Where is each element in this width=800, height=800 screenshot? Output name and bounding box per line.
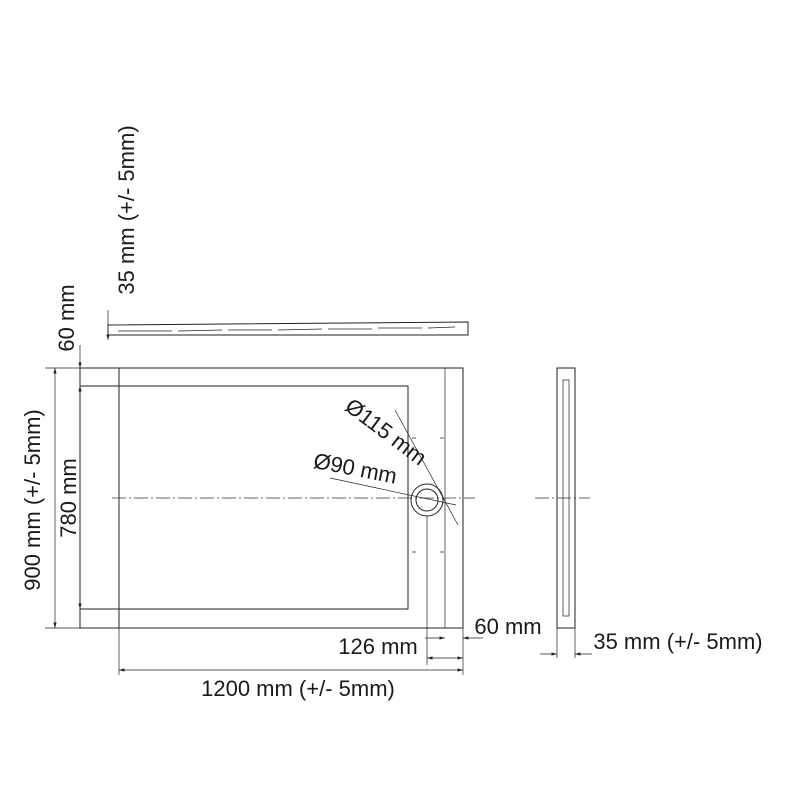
border-right-label: 60 mm	[474, 614, 541, 639]
dimension-lines	[45, 345, 483, 675]
drain-offset-label: 126 mm	[338, 634, 417, 659]
inner-width-label: 780 mm	[56, 458, 81, 537]
width-label: 900 mm (+/- 5mm)	[20, 409, 45, 591]
side-profile	[106, 310, 469, 340]
plan-view	[79, 367, 475, 629]
border-top-label: 60 mm	[54, 284, 79, 351]
length-label: 1200 mm (+/- 5mm)	[201, 676, 395, 701]
side-height-label: 35 mm (+/- 5mm)	[114, 125, 139, 294]
inner-drain-label: Ø90 mm	[312, 448, 400, 489]
end-profile	[535, 367, 592, 658]
end-height-label: 35 mm (+/- 5mm)	[593, 629, 762, 654]
